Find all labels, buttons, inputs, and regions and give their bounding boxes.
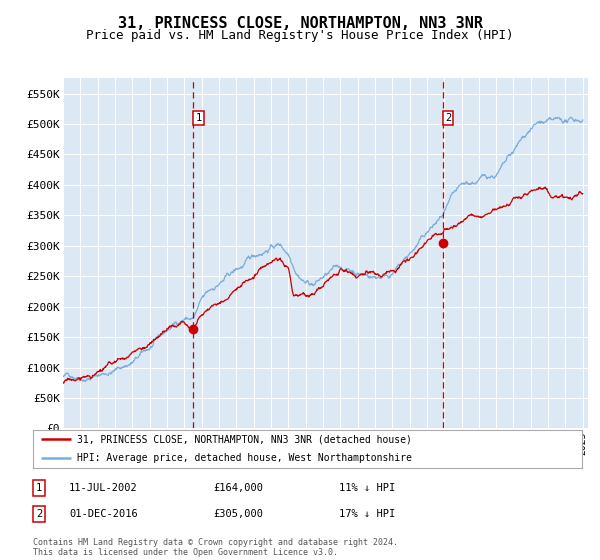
Text: £305,000: £305,000: [213, 509, 263, 519]
Text: 11% ↓ HPI: 11% ↓ HPI: [339, 483, 395, 493]
Text: 01-DEC-2016: 01-DEC-2016: [69, 509, 138, 519]
Text: 11-JUL-2002: 11-JUL-2002: [69, 483, 138, 493]
Text: Price paid vs. HM Land Registry's House Price Index (HPI): Price paid vs. HM Land Registry's House …: [86, 29, 514, 42]
Text: 1: 1: [196, 113, 202, 123]
Text: HPI: Average price, detached house, West Northamptonshire: HPI: Average price, detached house, West…: [77, 453, 412, 463]
Text: 31, PRINCESS CLOSE, NORTHAMPTON, NN3 3NR (detached house): 31, PRINCESS CLOSE, NORTHAMPTON, NN3 3NR…: [77, 434, 412, 444]
Text: 31, PRINCESS CLOSE, NORTHAMPTON, NN3 3NR: 31, PRINCESS CLOSE, NORTHAMPTON, NN3 3NR: [118, 16, 482, 31]
Text: 1: 1: [36, 483, 42, 493]
Text: 2: 2: [445, 113, 451, 123]
Text: Contains HM Land Registry data © Crown copyright and database right 2024.
This d: Contains HM Land Registry data © Crown c…: [33, 538, 398, 557]
Text: £164,000: £164,000: [213, 483, 263, 493]
Text: 17% ↓ HPI: 17% ↓ HPI: [339, 509, 395, 519]
Text: 2: 2: [36, 509, 42, 519]
